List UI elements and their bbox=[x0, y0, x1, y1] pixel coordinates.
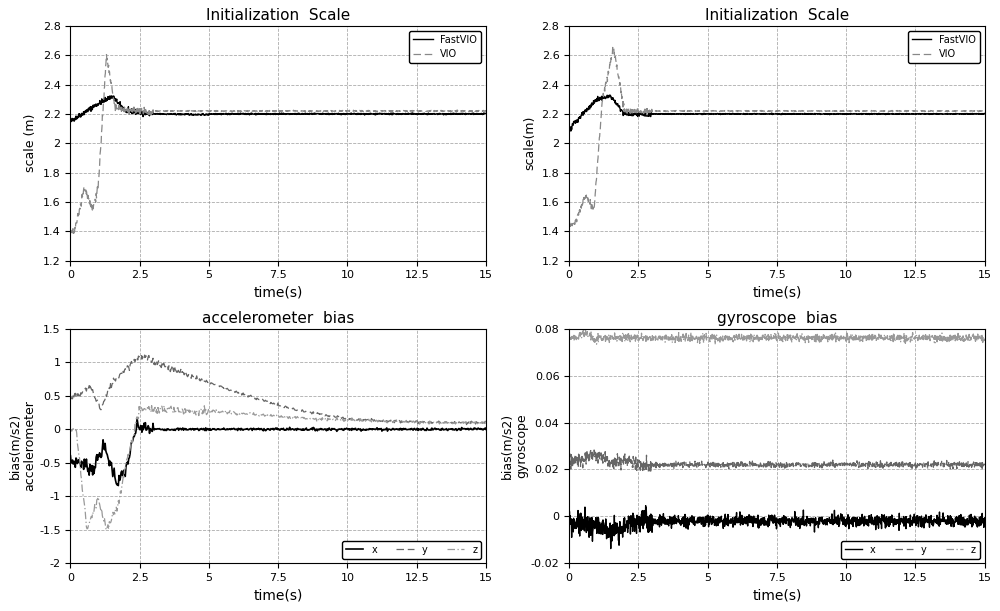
Legend: FastVIO, VIO: FastVIO, VIO bbox=[908, 31, 980, 64]
Y-axis label: scale(m): scale(m) bbox=[523, 116, 536, 170]
Title: gyroscope  bias: gyroscope bias bbox=[717, 311, 837, 326]
X-axis label: time(s): time(s) bbox=[752, 286, 802, 300]
Title: accelerometer  bias: accelerometer bias bbox=[202, 311, 354, 326]
Title: Initialization  Scale: Initialization Scale bbox=[206, 9, 350, 23]
Title: Initialization  Scale: Initialization Scale bbox=[705, 9, 849, 23]
X-axis label: time(s): time(s) bbox=[254, 286, 303, 300]
Y-axis label: bias(m/s2)
gyroscope: bias(m/s2) gyroscope bbox=[500, 413, 528, 479]
Y-axis label: bias(m/s2)
accelerometer: bias(m/s2) accelerometer bbox=[8, 401, 36, 491]
Legend: FastVIO, VIO: FastVIO, VIO bbox=[409, 31, 481, 64]
Legend: x, y, z: x, y, z bbox=[342, 541, 481, 558]
Y-axis label: scale (m): scale (m) bbox=[24, 114, 37, 172]
X-axis label: time(s): time(s) bbox=[752, 588, 802, 602]
Legend: x, y, z: x, y, z bbox=[841, 541, 980, 558]
X-axis label: time(s): time(s) bbox=[254, 588, 303, 602]
